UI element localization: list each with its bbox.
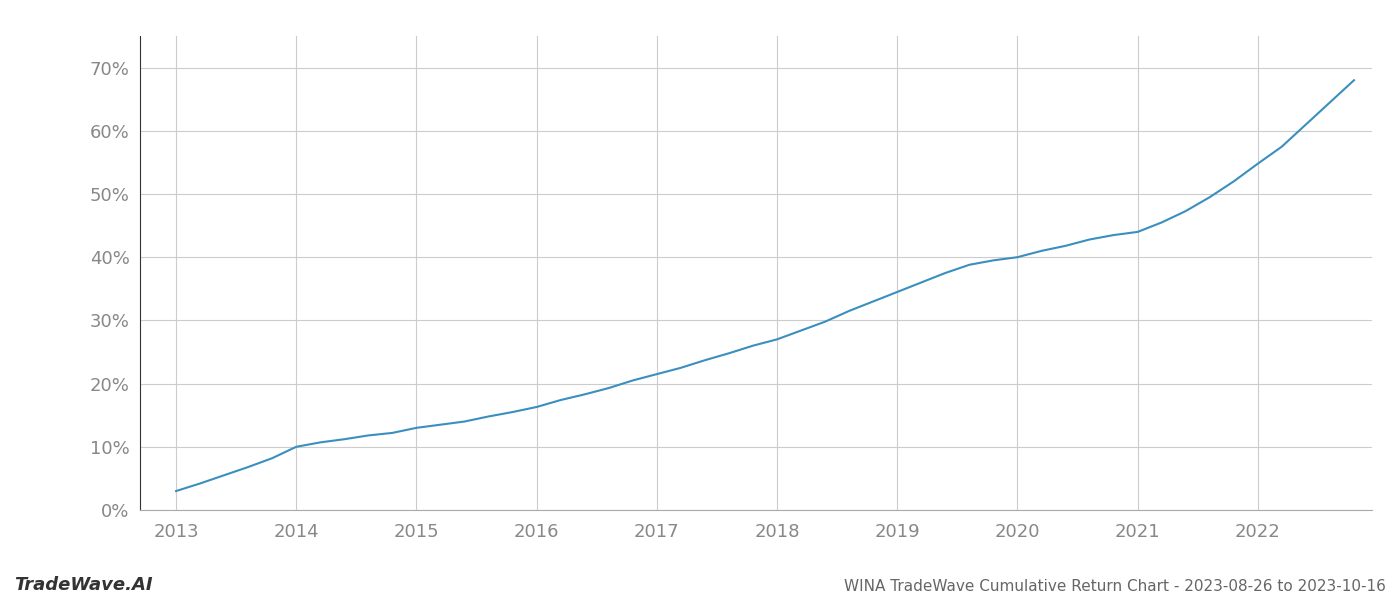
Text: TradeWave.AI: TradeWave.AI: [14, 576, 153, 594]
Text: WINA TradeWave Cumulative Return Chart - 2023-08-26 to 2023-10-16: WINA TradeWave Cumulative Return Chart -…: [844, 579, 1386, 594]
